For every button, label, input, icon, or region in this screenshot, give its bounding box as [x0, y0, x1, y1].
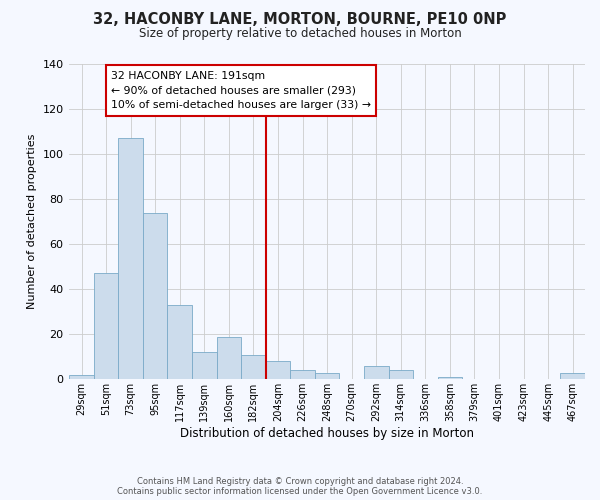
Bar [560, 372, 585, 380]
Bar [217, 336, 241, 380]
Text: 32, HACONBY LANE, MORTON, BOURNE, PE10 0NP: 32, HACONBY LANE, MORTON, BOURNE, PE10 0… [94, 12, 506, 28]
Text: Contains HM Land Registry data © Crown copyright and database right 2024.: Contains HM Land Registry data © Crown c… [137, 477, 463, 486]
Bar [167, 305, 192, 380]
Bar [241, 354, 266, 380]
Text: Size of property relative to detached houses in Morton: Size of property relative to detached ho… [139, 28, 461, 40]
Bar [437, 377, 462, 380]
Bar [192, 352, 217, 380]
Bar [315, 372, 340, 380]
Bar [389, 370, 413, 380]
Bar [364, 366, 389, 380]
Y-axis label: Number of detached properties: Number of detached properties [27, 134, 37, 310]
Bar [143, 212, 167, 380]
Bar [266, 362, 290, 380]
Text: 32 HACONBY LANE: 191sqm
← 90% of detached houses are smaller (293)
10% of semi-d: 32 HACONBY LANE: 191sqm ← 90% of detache… [111, 71, 371, 110]
X-axis label: Distribution of detached houses by size in Morton: Distribution of detached houses by size … [180, 427, 474, 440]
Bar [118, 138, 143, 380]
Bar [290, 370, 315, 380]
Text: Contains public sector information licensed under the Open Government Licence v3: Contains public sector information licen… [118, 487, 482, 496]
Bar [69, 375, 94, 380]
Bar [94, 274, 118, 380]
